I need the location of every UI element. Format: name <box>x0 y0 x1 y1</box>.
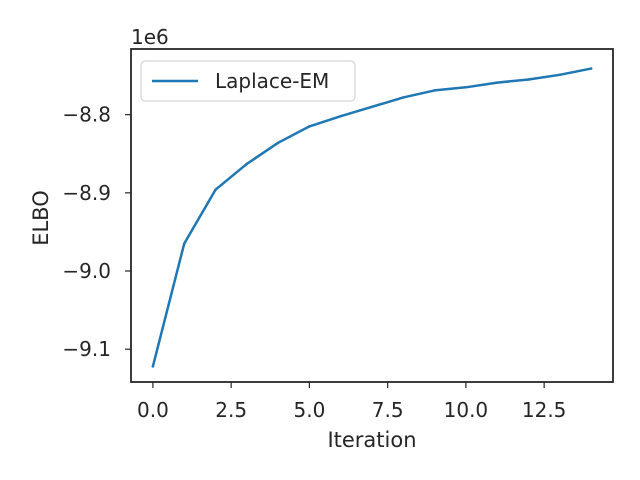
data-point <box>370 105 374 109</box>
data-point <box>182 242 186 245</box>
data-point <box>151 365 155 368</box>
y-offset-label: 1e6 <box>131 25 169 49</box>
data-point <box>339 114 342 118</box>
data-point <box>558 73 562 77</box>
data-point <box>433 89 436 92</box>
x-tick-label: 12.5 <box>522 398 567 422</box>
x-tick-label: 10.0 <box>444 398 489 422</box>
legend-box <box>140 60 356 102</box>
y-tick-label: −8.9 <box>62 181 111 205</box>
data-point <box>276 141 280 145</box>
x-tick-label: 0.0 <box>137 398 169 422</box>
data-point <box>527 78 530 81</box>
x-tick-label: 5.0 <box>293 398 325 422</box>
x-axis-title: Iteration <box>327 428 416 452</box>
data-point <box>589 67 593 70</box>
data-point <box>464 86 468 89</box>
y-tick-label: −8.8 <box>62 103 111 127</box>
legend-label-laplace-em: Laplace-EM <box>215 69 329 93</box>
data-point <box>308 125 311 128</box>
y-tick-label: −9.1 <box>62 337 111 361</box>
series-line-0 <box>151 67 593 368</box>
x-tick-label: 2.5 <box>215 398 247 422</box>
data-point <box>214 188 217 191</box>
plot-frame <box>130 48 614 383</box>
data-point <box>495 81 499 84</box>
y-tick-label: −9.0 <box>62 259 111 283</box>
y-axis-title: ELBO <box>29 190 53 246</box>
data-point <box>402 96 405 99</box>
legend: Laplace-EM <box>140 60 356 102</box>
data-point <box>245 162 249 166</box>
x-tick-label: 7.5 <box>372 398 404 422</box>
